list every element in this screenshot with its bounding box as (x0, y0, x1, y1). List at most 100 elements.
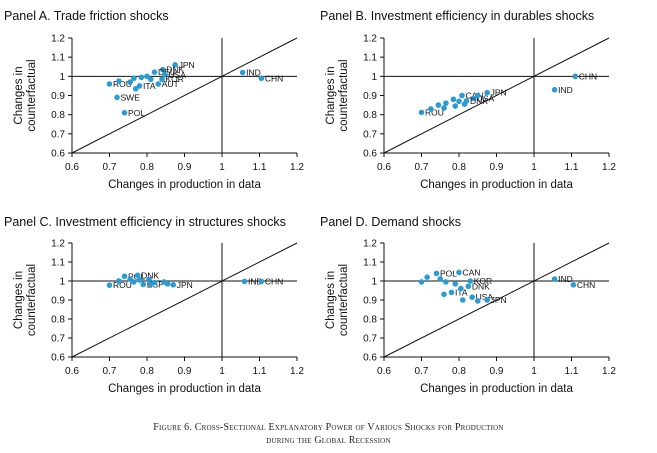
point-label-jpn: JPN (179, 60, 195, 70)
data-point-rou (418, 109, 425, 116)
x-tick-label: 0.8 (140, 162, 154, 173)
y-axis-label-line: counterfactual (26, 264, 38, 336)
data-point-jpn (170, 282, 177, 288)
data-point (458, 285, 464, 292)
y-tick-label: 0.7 (51, 334, 65, 345)
data-point-can (456, 269, 462, 276)
x-tick-label: 0.7 (415, 162, 429, 173)
x-axis-label: Changes in production in data (420, 179, 573, 191)
data-point-jpn (484, 297, 490, 303)
x-tick-label: 1.2 (290, 366, 304, 377)
point-label-swe: SWE (121, 92, 141, 102)
data-point (127, 79, 133, 85)
y-tick-label: 0.6 (363, 149, 377, 160)
point-label-usa: USA (169, 70, 187, 80)
data-point-esp (140, 281, 147, 288)
y-axis-label: Changes incounterfactual (325, 264, 350, 336)
y-tick-label: 0.8 (363, 315, 377, 326)
data-point-kor (467, 278, 474, 284)
y-axis-label: Changes incounterfactual (325, 59, 350, 131)
point-label-can: CAN (466, 91, 484, 101)
y-tick-label: 1.1 (51, 258, 65, 269)
data-point (131, 75, 137, 82)
data-point (474, 92, 481, 99)
point-label-chn: CHN (579, 71, 597, 81)
data-point-chn (570, 282, 577, 288)
data-point-swe (114, 94, 120, 101)
x-tick-label: 1.2 (602, 366, 616, 377)
x-tick-label: 0.7 (103, 162, 117, 173)
data-point-deu (151, 69, 158, 75)
data-point-pol (433, 270, 440, 277)
data-point (456, 98, 462, 105)
data-point (461, 101, 468, 107)
y-tick-label: 1.2 (363, 34, 377, 45)
data-point (443, 279, 449, 285)
panel-c: Panel C. Investment efficiency in struct… (4, 215, 304, 395)
x-tick-label: 1 (219, 162, 225, 173)
data-point (441, 105, 447, 111)
y-tick-label: 0.9 (51, 296, 65, 307)
figure-caption-line-2: during the Global Recession (266, 435, 391, 446)
panel-title: Panel C. Investment efficiency in struct… (4, 215, 286, 229)
x-tick-label: 1.1 (565, 366, 579, 377)
data-point-rou (106, 282, 113, 288)
data-point-usa (162, 72, 168, 78)
x-tick-label: 0.6 (377, 162, 391, 173)
data-point (147, 281, 154, 288)
point-label-aut: AUT (162, 79, 179, 89)
x-tick-label: 0.6 (65, 162, 79, 173)
y-tick-label: 1.2 (51, 239, 65, 250)
data-point-rou (106, 81, 113, 87)
point-label-pol: POL (128, 108, 145, 118)
x-tick-label: 1.2 (290, 162, 304, 173)
data-point-jpn (172, 62, 178, 68)
y-tick-label: 1 (59, 72, 65, 83)
data-point-dnk (159, 66, 166, 73)
data-point-pol (121, 109, 128, 116)
diagonal-45-line (383, 242, 610, 358)
x-tick-label: 0.7 (103, 366, 117, 377)
y-tick-label: 1 (371, 72, 377, 83)
point-label-pol: POL (440, 268, 457, 278)
point-label-usa: USA (477, 93, 495, 103)
y-axis-label: Changes incounterfactual (13, 264, 38, 336)
data-point-jpn (484, 89, 490, 96)
diagonal-45-line (71, 242, 298, 358)
x-tick-label: 1.1 (253, 162, 267, 173)
point-label-ind: IND (558, 85, 573, 95)
data-point (428, 106, 434, 112)
data-point-ind (241, 278, 248, 285)
y-tick-label: 0.7 (51, 129, 65, 140)
diagonal-45-line (71, 37, 298, 154)
y-tick-label: 0.6 (51, 353, 65, 364)
figure-canvas: Panel A. Trade friction shocks 0.6 0.7 0.8 0… (4, 9, 616, 395)
data-point (146, 276, 152, 283)
figure-caption-line-1: Figure 6. Cross-Sectional Explanatory Po… (153, 422, 504, 433)
data-point-aut (155, 81, 162, 87)
data-point-usa (469, 294, 475, 300)
data-point-chn (572, 73, 579, 80)
point-label-rou: ROU (113, 79, 132, 89)
y-tick-label: 1 (59, 277, 65, 288)
data-point-ind (551, 276, 558, 282)
data-point-chn (258, 75, 265, 82)
y-tick-label: 0.8 (51, 315, 65, 326)
data-point (441, 291, 447, 298)
data-point-dnk (134, 272, 141, 279)
data-point-ind (239, 69, 246, 76)
point-label-dnk: DNK (472, 281, 490, 291)
x-tick-label: 0.9 (490, 366, 504, 377)
point-label-deu: DEU (158, 67, 176, 77)
y-tick-label: 1.1 (51, 53, 65, 64)
y-tick-label: 0.7 (363, 334, 377, 345)
y-tick-label: 0.8 (51, 110, 65, 121)
point-label-ind: IND (558, 274, 573, 284)
point-label-rou: ROU (113, 280, 132, 290)
data-point (474, 298, 481, 304)
y-tick-label: 1.1 (363, 53, 377, 64)
point-label-jpn: JPN (177, 280, 193, 290)
y-tick-label: 0.8 (363, 110, 377, 121)
point-label-ind: IND (248, 276, 263, 286)
data-point (435, 102, 442, 108)
